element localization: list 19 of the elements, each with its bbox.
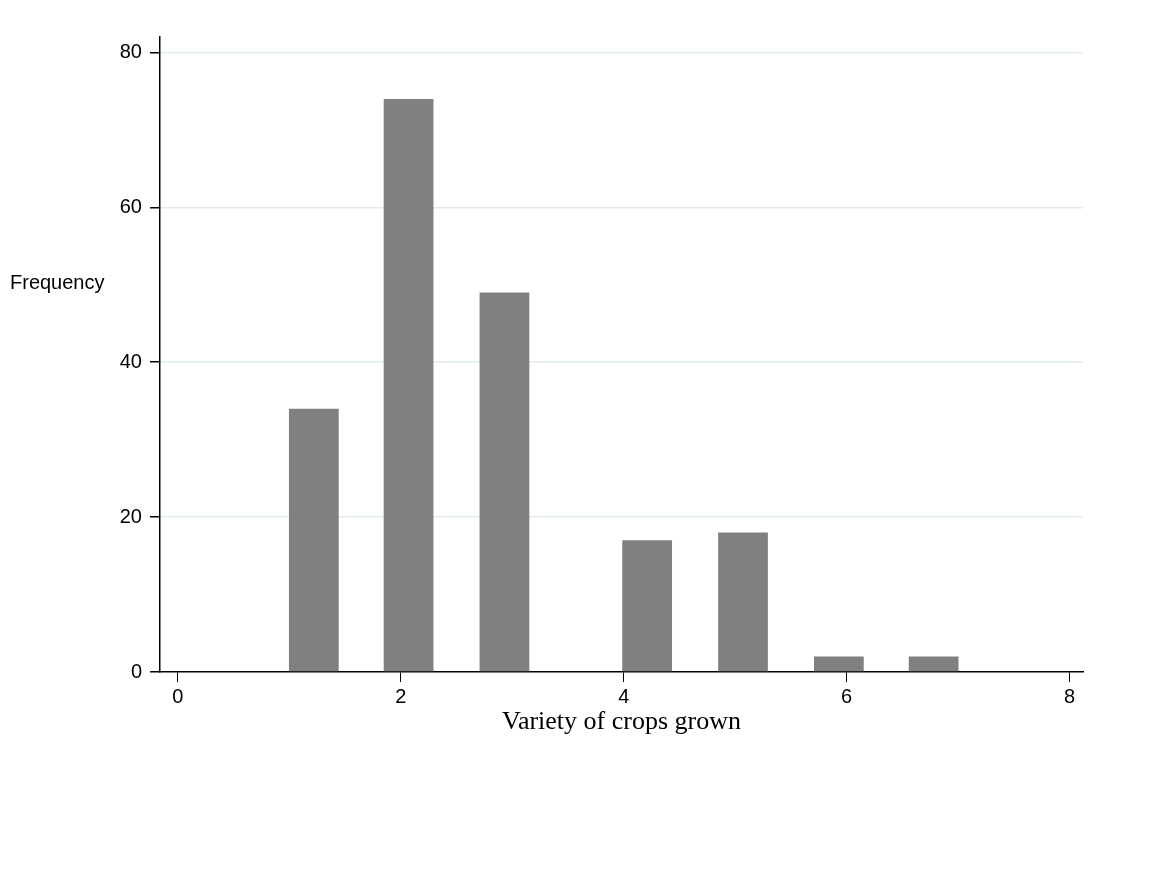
y-tick-label: 20 (119, 504, 142, 527)
y-tick-label: 60 (119, 194, 142, 217)
bar (814, 656, 864, 672)
bar (288, 408, 339, 672)
x-tick-label: 0 (172, 684, 184, 707)
bar (622, 540, 673, 672)
bar (479, 292, 530, 672)
y-tick-label: 0 (130, 659, 142, 682)
y-tick-label: 80 (119, 40, 142, 62)
bar (383, 98, 434, 672)
x-tick-label: 2 (395, 684, 407, 707)
bar (718, 532, 768, 672)
x-tick-label: 6 (841, 684, 853, 707)
y-tick-label: 40 (119, 349, 142, 372)
y-axis-title: Frequency (10, 270, 105, 293)
x-axis-title: Variety of crops grown (502, 706, 741, 736)
x-tick-label: 4 (618, 684, 630, 707)
bar (908, 656, 959, 672)
x-tick-label: 8 (1064, 684, 1076, 707)
